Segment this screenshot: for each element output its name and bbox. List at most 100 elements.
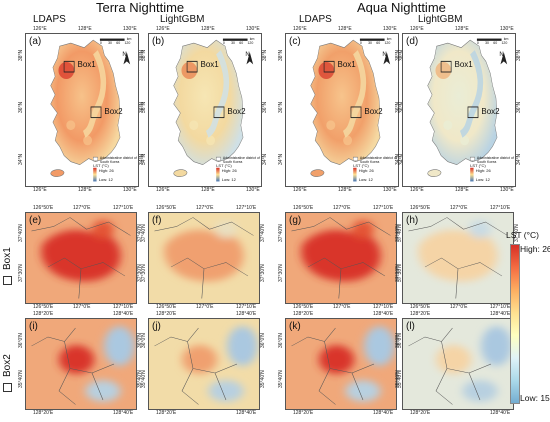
zoom-bottom-tick: 128°20'E [33,410,54,416]
zoom-top-tick: 127°10'E [373,205,394,211]
urban-heat-spot [83,135,93,146]
zoom-top-tick: 127°10'E [236,205,257,211]
map-left-tick: 38°N [141,49,147,61]
panel-label: (a) [29,36,42,47]
district-boundary [291,327,375,405]
map-bottom-tick: 126°E [33,187,47,193]
zoom-top-tick: 127°10'E [490,205,511,211]
zoom-top-tick: 128°20'E [33,311,54,317]
scale-bar [222,38,248,41]
colorbar-title: LST (°C) [506,230,539,240]
korea-lst-map [310,38,391,182]
box-outline [323,60,335,73]
admin-legend-text: Administrative district of South Korea [99,155,137,164]
urban-heat-spot [189,120,199,131]
zoom-panel-k: (k) [285,318,397,410]
zoom-left-tick: 36°0'N [18,333,24,348]
scale-bar-tick: 120 [124,41,131,45]
terra-nighttime-header: Terra Nighttime [96,0,185,15]
zoom-top-tick: 128°20'E [293,311,314,317]
panel-label: (k) [289,321,301,332]
korea-landmass [427,39,498,166]
scale-bar-tick: 0 [99,41,102,45]
scale-bar-tick: 60 [239,41,244,45]
jeju-island [310,169,325,177]
zoom-bottom-tick: 127°10'E [373,304,394,310]
map-top-tick: 126°E [156,26,170,32]
panel-label: (d) [406,36,419,47]
lightgbm-header-2: LightGBM [418,14,463,25]
legend-color-ramp [353,167,357,182]
map-left-tick: 34°N [278,153,284,165]
map-left-tick: 36°N [18,101,24,113]
district-boundary [31,217,131,299]
scale-bar-tick: 120 [384,41,391,45]
urban-heat-spot [326,120,336,131]
admin-legend-text: Administrative district of South Korea [476,155,514,164]
scale-bar-tick: 0 [359,41,362,45]
map-bottom-tick: 128°E [338,187,352,193]
admin-district-swatch [93,156,98,162]
zoom-bottom-tick: 127°0'E [196,304,214,310]
map-top-tick: 126°E [410,26,424,32]
zoom-left-tick: 35°40'N [395,370,401,388]
zoom-left-tick: 35°40'N [18,370,24,388]
box1-label: Box1 [454,59,473,69]
map-left-tick: 34°N [395,153,401,165]
map-right-tick: 38°N [516,49,522,61]
zoom-bottom-tick: 127°10'E [490,304,511,310]
zoom-top-tick: 128°20'E [410,311,431,317]
zoom-left-tick: 37°30'N [278,264,284,282]
scale-bar [476,38,502,41]
map-top-tick: 128°E [455,26,469,32]
map-top-tick: 128°E [78,26,92,32]
zoom-left-tick: 37°40'N [18,224,24,242]
map-top-tick: 130°E [123,26,137,32]
zoom-top-tick: 127°0'E [333,205,351,211]
legend-low: Low: 12 [475,176,490,182]
zoom-right-tick: 37°40'N [260,224,266,242]
zoom-left-tick: 37°40'N [278,224,284,242]
map-bottom-tick: 126°E [293,187,307,193]
zoom-bottom-tick: 128°40'E [236,410,257,416]
panel-label: (l) [406,321,415,332]
zoom-lst-map [403,213,513,303]
legend-high: High: 26 [358,167,374,173]
panel-label: (j) [152,321,161,332]
zoom-lst-map [286,213,396,303]
lightgbm-header-1: LightGBM [160,14,205,25]
zoom-bottom-tick: 127°0'E [333,304,351,310]
legend-low: Low: 12 [98,176,113,182]
zoom-bottom-tick: 127°10'E [236,304,257,310]
map-top-tick: 130°E [246,26,260,32]
zoom-top-tick: 127°0'E [450,205,468,211]
zoom-top-tick: 126°50'E [410,205,431,211]
urban-heat-spot [206,135,216,146]
korea-landmass [50,39,121,166]
panel-label: (c) [289,36,301,47]
admin-district-swatch [216,156,221,162]
north-label: N [499,52,504,59]
box2-label: Box2 [364,106,383,116]
district-boundary [291,217,391,299]
colorbar [510,244,520,404]
box-outline [213,106,225,119]
zoom-top-tick: 127°0'E [73,205,91,211]
zoom-top-tick: 126°50'E [33,205,54,211]
box1-label: Box1 [200,59,219,69]
map-top-tick: 130°E [383,26,397,32]
scale-bar-tick: 60 [376,41,381,45]
map-top-tick: 130°E [500,26,514,32]
map-left-tick: 36°N [278,101,284,113]
zoom-panel-j: (j) [148,318,260,410]
north-arrow-icon [123,52,131,65]
admin-district-swatch [353,156,358,162]
zoom-left-tick: 36°0'N [395,333,401,348]
scale-bar-unit: km [126,37,132,41]
scale-bar-tick: 30 [231,41,235,45]
zoom-left-tick: 35°40'N [141,370,147,388]
scale-bar [99,38,125,41]
map-bottom-tick: 130°E [500,187,514,193]
legend-lst-title: LST (°C) [216,163,232,169]
korea-lst-map [427,38,508,182]
